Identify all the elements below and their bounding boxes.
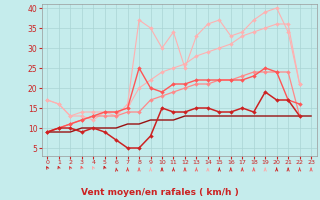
Text: Vent moyen/en rafales ( km/h ): Vent moyen/en rafales ( km/h ) xyxy=(81,188,239,197)
